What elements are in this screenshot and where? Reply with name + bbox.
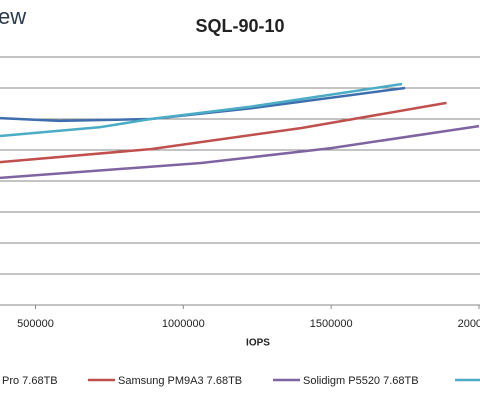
series-line <box>0 101 447 164</box>
x-tick-label: 500000 <box>17 318 54 330</box>
x-tick-label: 1000000 <box>162 318 205 330</box>
legend-label: Pro 7.68TB <box>2 375 58 387</box>
series-line <box>0 82 403 138</box>
x-tick-label: 2000000 <box>458 318 480 330</box>
series-line <box>0 124 480 180</box>
chart-title: SQL-90-10 <box>195 16 284 36</box>
x-axis-label: IOPS <box>246 338 270 349</box>
brand-logo: ew <box>0 4 26 29</box>
legend-label: Solidigm P5520 7.68TB <box>303 375 419 387</box>
legend-label: Samsung PM9A3 7.68TB <box>118 375 242 387</box>
x-tick-label: 1500000 <box>310 318 353 330</box>
